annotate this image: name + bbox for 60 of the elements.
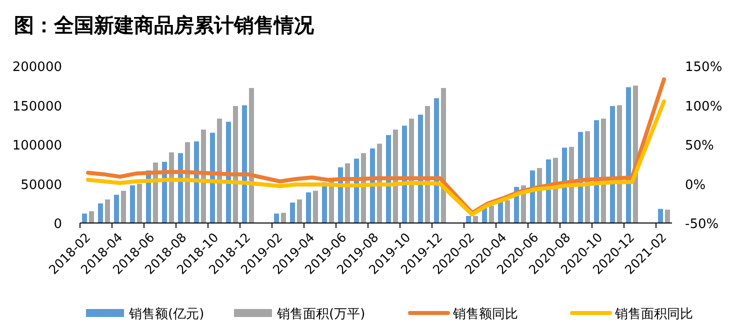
bar xyxy=(434,98,439,223)
bar xyxy=(217,118,222,223)
bar xyxy=(137,184,142,223)
bar xyxy=(409,118,414,223)
legend-label: 销售面积(万平) xyxy=(276,307,366,322)
bar xyxy=(226,122,231,223)
bar xyxy=(185,142,190,223)
y2-tick-label: 150% xyxy=(685,60,722,75)
bar xyxy=(386,135,391,223)
bar xyxy=(594,120,599,223)
bar xyxy=(585,131,590,223)
bar xyxy=(233,106,238,223)
legend-label: 销售额(亿元) xyxy=(128,307,204,322)
bar xyxy=(105,199,110,223)
bar xyxy=(658,208,663,223)
bar xyxy=(617,105,622,223)
bar xyxy=(210,132,215,223)
bar xyxy=(402,126,407,223)
bar xyxy=(505,200,510,223)
y2-tick-label: 50% xyxy=(685,138,714,154)
bar xyxy=(610,106,615,223)
y2-tick-label: 100% xyxy=(685,99,722,114)
legend-label: 销售面积同比 xyxy=(614,307,693,322)
y-tick-label: 0 xyxy=(54,217,62,232)
bar xyxy=(562,148,567,223)
bar xyxy=(281,212,286,223)
y-tick-label: 100000 xyxy=(12,138,62,154)
bar xyxy=(377,144,382,223)
bar xyxy=(393,130,398,223)
y-tick-label: 150000 xyxy=(12,99,62,114)
y-tick-label: 50000 xyxy=(20,178,62,193)
bar xyxy=(98,203,103,223)
bar xyxy=(313,190,318,223)
bar xyxy=(418,114,423,223)
bar xyxy=(425,106,430,223)
bar xyxy=(297,199,302,223)
chart-title: 图：全国新建商品房累计销售情况 xyxy=(14,13,315,37)
bar xyxy=(466,216,471,223)
legend-label: 销售额同比 xyxy=(452,307,518,322)
bar xyxy=(441,88,446,223)
bar xyxy=(473,216,478,223)
bar xyxy=(242,105,247,223)
y-tick-label: 200000 xyxy=(12,60,62,75)
y2-tick-label: -50% xyxy=(685,217,719,232)
bar xyxy=(601,118,606,223)
bar xyxy=(82,214,87,223)
y2-tick-label: 0% xyxy=(685,178,706,193)
bar xyxy=(498,201,503,223)
bar xyxy=(130,185,135,223)
bar xyxy=(274,214,279,223)
bar xyxy=(626,87,631,223)
bar xyxy=(249,88,254,223)
bar xyxy=(121,190,126,223)
bar xyxy=(201,130,206,223)
bar xyxy=(89,211,94,223)
bar xyxy=(290,202,295,223)
bar xyxy=(114,194,119,223)
bar xyxy=(489,206,494,223)
bar xyxy=(306,192,311,223)
bar xyxy=(665,210,670,223)
